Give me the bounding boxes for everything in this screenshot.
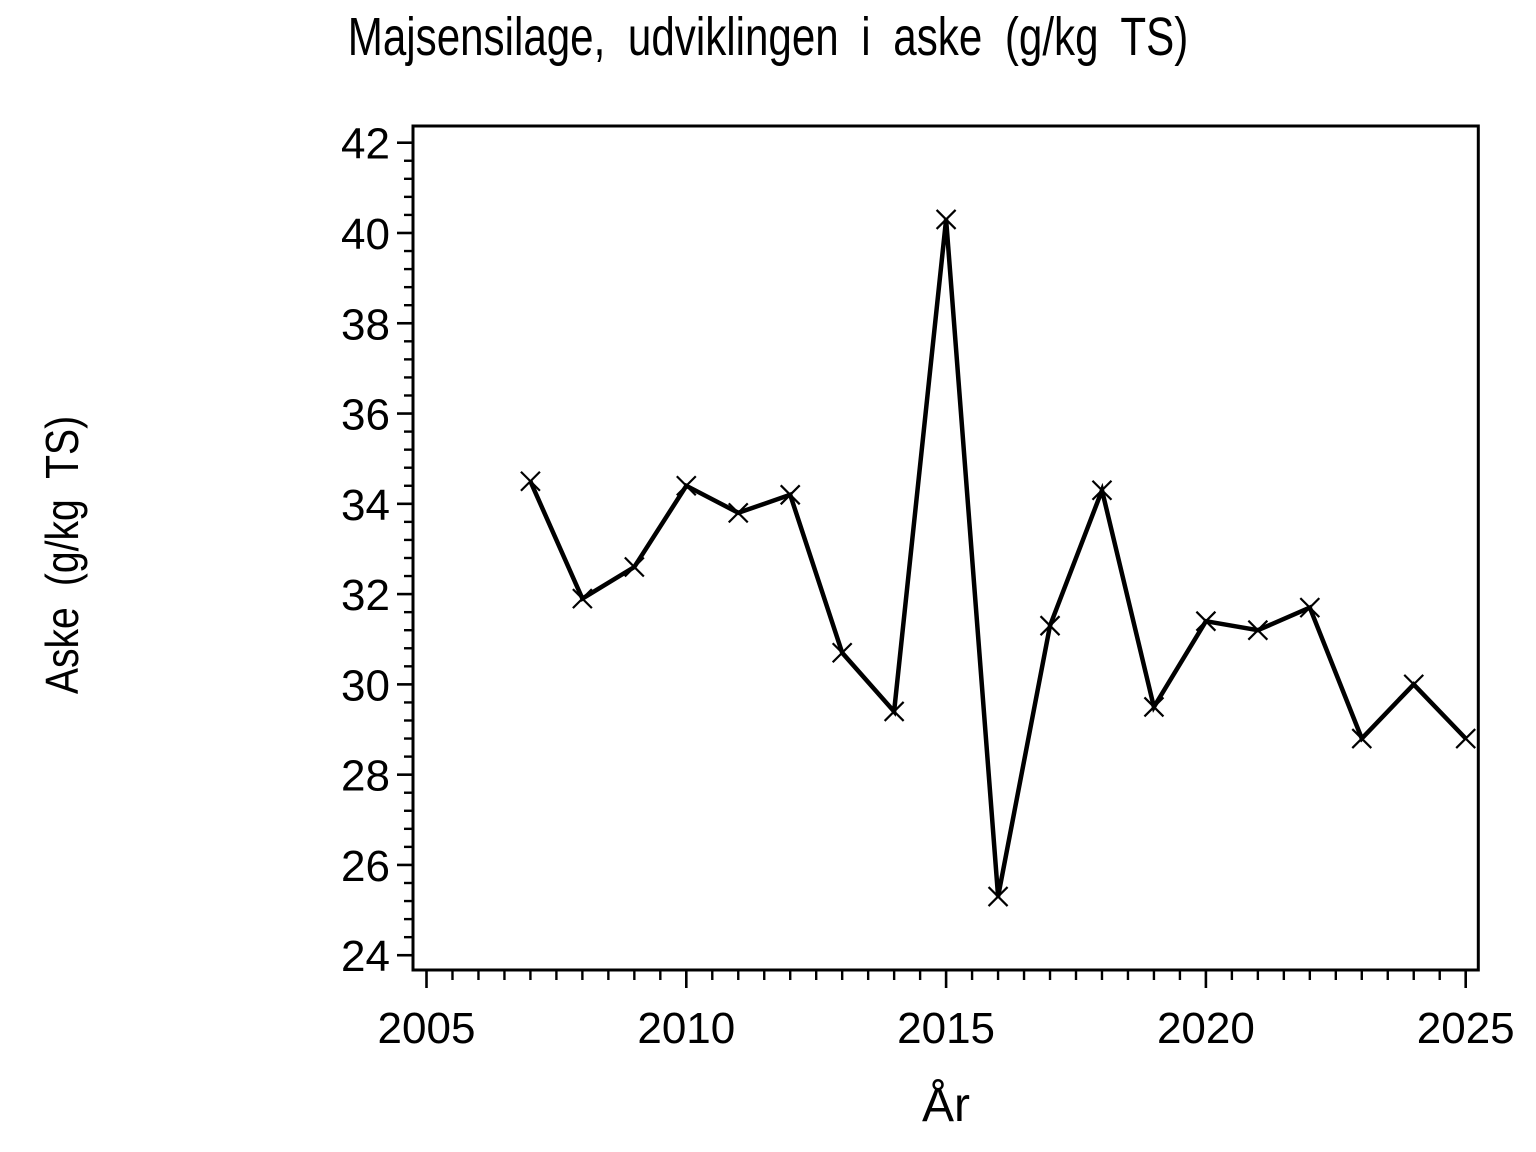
data-point-marker [1299, 597, 1321, 618]
data-point-marker [676, 475, 697, 497]
data-point-marker [883, 701, 905, 722]
data-point-marker [1455, 728, 1476, 749]
y-tick-label: 34 [341, 481, 390, 530]
x-axis-title: År [922, 1079, 970, 1132]
data-point-marker [1143, 696, 1165, 718]
data-point-marker [1195, 610, 1217, 632]
data-point-marker [624, 556, 645, 578]
x-tick-label: 2015 [897, 1004, 995, 1053]
data-point-marker [1351, 728, 1373, 749]
data-line [528, 219, 1468, 897]
x-tick-label: 2020 [1157, 1004, 1255, 1053]
plot-frame [411, 124, 1480, 972]
y-tick-label: 42 [341, 120, 390, 169]
chart-title: Majsensilage, udviklingen i aske (g/kg T… [347, 7, 1189, 67]
data-point-marker [1039, 615, 1061, 636]
data-point-marker [935, 209, 957, 230]
x-tick-label: 2005 [378, 1004, 476, 1053]
y-tick-label: 32 [341, 571, 390, 620]
y-tick-label: 26 [341, 842, 390, 891]
y-tick-label: 28 [341, 752, 390, 801]
data-point-marker [987, 886, 1009, 907]
y-tick-label: 36 [341, 391, 390, 440]
data-point-marker [831, 642, 853, 664]
data-point-marker [1403, 674, 1425, 695]
y-tick-label: 24 [341, 932, 390, 981]
data-point-marker [1247, 619, 1269, 641]
data-point-marker [779, 484, 801, 506]
data-point-marker [520, 470, 541, 492]
y-tick-label: 40 [341, 210, 390, 259]
data-point-marker [1091, 480, 1113, 501]
x-tick-label: 2025 [1417, 1004, 1515, 1053]
y-tick-label: 30 [341, 661, 390, 710]
data-point-marker [572, 588, 593, 609]
data-point-marker [727, 502, 749, 524]
x-tick-label: 2010 [637, 1004, 735, 1053]
y-tick-label: 38 [341, 300, 390, 349]
